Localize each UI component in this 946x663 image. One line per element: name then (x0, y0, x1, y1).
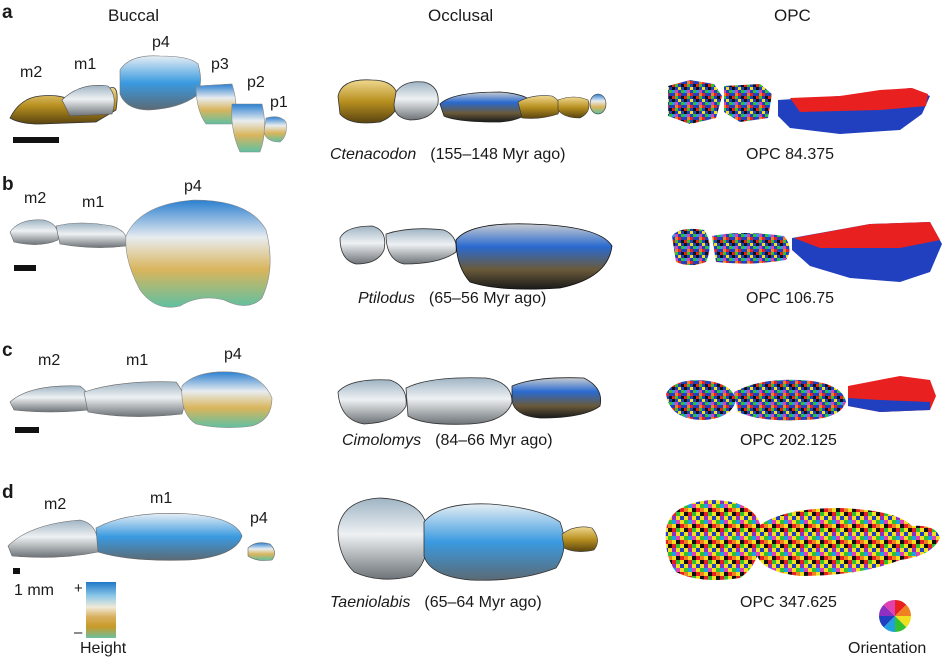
species-label-a: Ctenacodon (155–148 Myr ago) (330, 146, 565, 164)
opc-map-row-d (665, 500, 940, 580)
tooth-label-m2: m2 (44, 496, 67, 513)
age-range: (84–66 Myr ago) (435, 432, 553, 449)
tooth-label-p3: p3 (211, 56, 229, 73)
tooth-label-m2: m2 (24, 190, 47, 207)
row-label-c: c (2, 340, 13, 361)
row-label-a: a (2, 2, 13, 23)
occlusal-tooth-row-c (337, 377, 602, 425)
orientation-wheel-icon (879, 600, 911, 632)
tooth-label-p4: p4 (250, 510, 268, 527)
tooth-label-p4: p4 (184, 178, 202, 195)
opc-map-row-c (666, 376, 936, 421)
opc-map-row-a (668, 80, 930, 134)
scale-bar-c (15, 427, 39, 433)
age-range: (65–64 Myr ago) (424, 594, 542, 611)
tooth-label-p4: p4 (224, 346, 242, 363)
height-label: Height (80, 640, 127, 657)
tooth-label-m2: m2 (20, 64, 43, 81)
column-header-occlusal: Occlusal (428, 6, 494, 25)
height-color-bar (86, 582, 116, 638)
genus-name: Ctenacodon (330, 146, 417, 163)
height-plus-sign: + (74, 580, 83, 597)
row-label-b: b (2, 174, 14, 195)
scale-bar-a (13, 137, 59, 143)
genus-name: Taeniolabis (330, 594, 411, 611)
occlusal-tooth-row-a (337, 79, 607, 124)
tooth-label-m1: m1 (126, 352, 149, 369)
scale-bar-d (13, 568, 20, 574)
orientation-label: Orientation (848, 640, 927, 657)
tooth-label-m1: m1 (150, 490, 173, 507)
opc-value-b: OPC 106.75 (746, 290, 835, 307)
occlusal-tooth-row-d (337, 497, 598, 581)
buccal-tooth-row-b (9, 199, 271, 308)
height-minus-sign: – (74, 624, 83, 641)
genus-name: Ptilodus (358, 290, 415, 307)
tooth-label-m1: m1 (82, 194, 105, 211)
species-label-b: Ptilodus (65–56 Myr ago) (358, 290, 546, 308)
scale-bar-b (14, 265, 36, 271)
buccal-tooth-row-a (9, 55, 287, 153)
column-header-opc: OPC (774, 6, 811, 25)
genus-name: Cimolomys (342, 432, 422, 449)
row-label-d: d (2, 482, 14, 503)
column-header-buccal: Buccal (108, 6, 160, 25)
tooth-label-p4: p4 (152, 34, 170, 51)
buccal-tooth-row-c (9, 371, 273, 428)
opc-value-c: OPC 202.125 (740, 432, 837, 449)
scale-label: 1 mm (14, 582, 54, 599)
age-range: (155–148 Myr ago) (430, 146, 566, 163)
opc-value-a: OPC 84.375 (746, 146, 835, 163)
tooth-label-p1: p1 (270, 94, 288, 111)
tooth-label-m2: m2 (38, 352, 61, 369)
species-label-c: Cimolomys (84–66 Myr ago) (342, 432, 553, 450)
age-range: (65–56 Myr ago) (428, 290, 547, 307)
buccal-tooth-row-d (7, 512, 275, 561)
tooth-label-m1: m1 (74, 56, 97, 73)
opc-map-row-b (672, 222, 942, 282)
opc-value-d: OPC 347.625 (740, 594, 837, 611)
tooth-label-p2: p2 (247, 74, 265, 91)
occlusal-tooth-row-b (339, 223, 613, 290)
species-label-d: Taeniolabis (65–64 Myr ago) (330, 594, 542, 612)
